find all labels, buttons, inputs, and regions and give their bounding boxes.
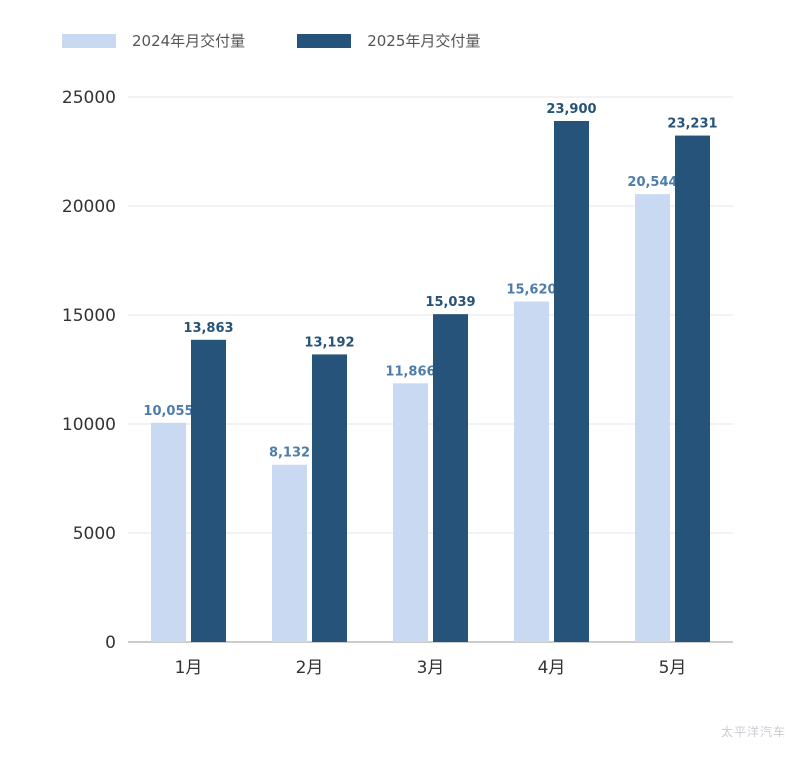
data-label-2025-3: 15,039 — [425, 295, 475, 310]
bar-2025-4 — [554, 120, 589, 643]
x-tick-label-1: 1月 — [175, 658, 203, 678]
x-tick-label-3: 3月 — [417, 658, 445, 678]
x-tick-label-2: 2月 — [296, 658, 324, 678]
bar-2025-1 — [191, 339, 226, 642]
bar-2024-5 — [635, 194, 670, 642]
y-tick-label-0: 0 — [105, 633, 116, 653]
bar-2025-3 — [433, 314, 468, 642]
y-tick-label-25000: 25000 — [62, 88, 116, 108]
legend-swatch-2025 — [297, 33, 352, 48]
y-tick-label-20000: 20000 — [62, 197, 116, 217]
legend-label-2025: 2025年月交付量 — [367, 32, 481, 50]
legend-label-2024: 2024年月交付量 — [132, 32, 246, 50]
legend-swatch-2024 — [62, 33, 116, 48]
bar-2024-2 — [272, 464, 307, 642]
data-label-2024-3: 11,866 — [385, 364, 435, 379]
bar-2024-1 — [151, 422, 186, 642]
bar-2024-3 — [393, 383, 428, 642]
legend-item-2024: 2024年月交付量 — [62, 30, 245, 51]
bar-2025-2 — [312, 354, 347, 642]
watermark-logo: 太平洋汽车 — [720, 725, 786, 739]
data-label-2025-4: 23,900 — [546, 102, 596, 117]
data-label-2024-2: 8,132 — [269, 446, 310, 461]
data-label-2025-5: 23,231 — [667, 117, 717, 132]
legend: 2024年月交付量 2025年月交付量 — [62, 30, 532, 51]
data-label-2024-4: 15,620 — [506, 282, 556, 297]
y-tick-label-15000: 15000 — [62, 306, 116, 326]
data-label-2024-5: 20,544 — [627, 175, 677, 190]
data-label-2024-1: 10,055 — [143, 404, 193, 419]
x-tick-label-4: 4月 — [538, 658, 566, 678]
bar-2025-5 — [675, 135, 710, 642]
y-tick-label-10000: 10000 — [62, 415, 116, 435]
y-tick-label-5000: 5000 — [73, 524, 116, 544]
x-tick-label-5: 5月 — [659, 658, 687, 678]
data-label-2025-2: 13,192 — [304, 335, 354, 350]
bar-2024-4 — [514, 301, 549, 642]
legend-item-2025: 2025年月交付量 — [297, 30, 480, 51]
data-label-2025-1: 13,863 — [183, 321, 233, 336]
